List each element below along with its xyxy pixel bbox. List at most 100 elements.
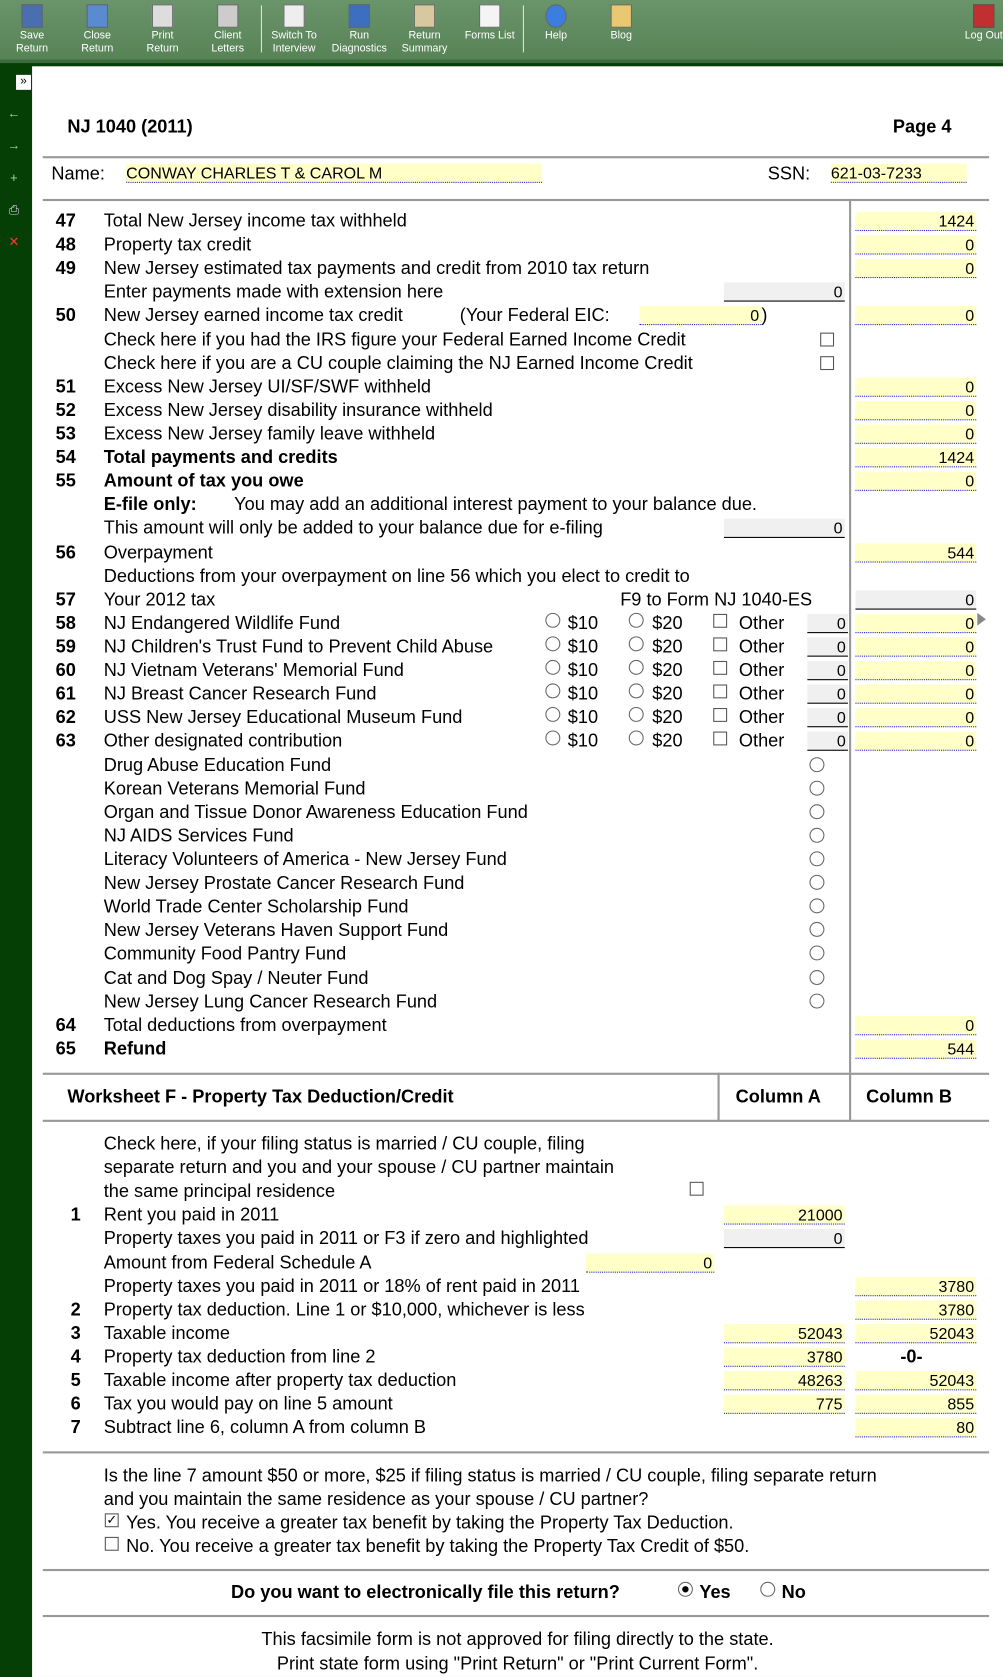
- same-residence-checkbox[interactable]: [689, 1181, 704, 1196]
- divider: [849, 1072, 852, 1121]
- ten-dollar-radio[interactable]: [545, 730, 561, 746]
- toolbar-button-run[interactable]: Run Diagnostics: [327, 4, 391, 55]
- other-checkbox[interactable]: [713, 637, 728, 652]
- other-checkbox[interactable]: [713, 708, 728, 723]
- other-amount-field[interactable]: 0: [807, 684, 848, 704]
- line-checkbox[interactable]: [820, 332, 835, 347]
- column-b-field[interactable]: 3780: [855, 1300, 977, 1320]
- line-amount-field[interactable]: 0: [855, 731, 977, 752]
- fund-radio[interactable]: [809, 851, 825, 867]
- fund-radio[interactable]: [809, 803, 825, 819]
- line-amount-field[interactable]: 0: [855, 613, 977, 633]
- line-amount-field[interactable]: 544: [855, 542, 977, 563]
- payment-amount-field[interactable]: 0: [723, 282, 845, 302]
- line-amount-field[interactable]: 0: [855, 235, 977, 255]
- line-amount-field[interactable]: 0: [855, 708, 977, 728]
- line-amount-field[interactable]: 0: [855, 1015, 977, 1035]
- twenty-dollar-radio[interactable]: [628, 612, 644, 628]
- other-checkbox[interactable]: [713, 613, 728, 628]
- yes-checkbox[interactable]: ✓: [104, 1512, 119, 1528]
- line-amount-field[interactable]: 0: [855, 684, 977, 704]
- line-amount-field[interactable]: 0: [855, 259, 977, 279]
- line-amount-field[interactable]: 0: [855, 661, 977, 681]
- twenty-dollar-radio[interactable]: [628, 659, 644, 675]
- toolbar-button-close[interactable]: Close Return: [65, 4, 129, 55]
- column-b-field[interactable]: 3780: [855, 1276, 977, 1296]
- other-amount-field[interactable]: 0: [807, 661, 848, 681]
- line-amount-field[interactable]: 0: [855, 400, 977, 421]
- other-amount-field[interactable]: 0: [807, 731, 848, 752]
- footer-text: This facsimile form is not approved for …: [261, 1628, 774, 1650]
- twenty-dollar-radio[interactable]: [628, 730, 644, 746]
- toolbar-button-switch-to[interactable]: Switch To Interview: [262, 4, 326, 55]
- line-number: 54: [55, 447, 76, 468]
- line-amount-field[interactable]: 544: [855, 1039, 977, 1059]
- expand-arrow-icon[interactable]: [977, 612, 986, 626]
- back-arrow-icon[interactable]: ←: [7, 105, 21, 121]
- fund-radio[interactable]: [809, 756, 825, 772]
- column-b-field[interactable]: 52043: [855, 1371, 977, 1391]
- twenty-dollar-radio[interactable]: [628, 683, 644, 699]
- fund-radio[interactable]: [809, 898, 825, 914]
- ten-dollar-radio[interactable]: [545, 707, 561, 723]
- toolbar-button-forms-list[interactable]: Forms List: [458, 4, 522, 43]
- line-amount-field[interactable]: 0: [855, 471, 977, 492]
- other-amount-field[interactable]: 0: [807, 637, 848, 657]
- forward-arrow-icon[interactable]: →: [7, 137, 21, 153]
- column-a-field[interactable]: 0: [723, 1229, 845, 1249]
- line-amount-field[interactable]: 0: [855, 377, 977, 397]
- column-a-field[interactable]: 3780: [723, 1347, 845, 1367]
- fund-radio[interactable]: [809, 945, 825, 961]
- toolbar-button-print[interactable]: Print Return: [130, 4, 194, 55]
- fund-radio[interactable]: [809, 874, 825, 890]
- line-amount-field[interactable]: 0: [855, 637, 977, 657]
- line-amount-field[interactable]: 0: [855, 306, 977, 326]
- ten-dollar-radio[interactable]: [545, 683, 561, 699]
- other-checkbox[interactable]: [713, 684, 728, 699]
- other-checkbox[interactable]: [713, 661, 728, 675]
- ten-dollar-radio[interactable]: [545, 636, 561, 652]
- fund-radio[interactable]: [809, 993, 825, 1009]
- ten-dollar-radio[interactable]: [545, 612, 561, 628]
- other-amount-field[interactable]: 0: [807, 708, 848, 728]
- expand-panel-button[interactable]: »: [16, 74, 32, 90]
- taxpayer-name-field[interactable]: CONWAY CHARLES T & CAROL M: [126, 163, 543, 183]
- toolbar-button-save[interactable]: Save Return: [0, 4, 64, 55]
- federal-eic-field[interactable]: 0: [639, 306, 762, 326]
- toolbar-button-return[interactable]: Return Summary: [392, 4, 456, 55]
- other-checkbox[interactable]: [713, 731, 728, 746]
- efile-yes-radio[interactable]: [677, 1581, 693, 1597]
- fund-radio[interactable]: [809, 780, 825, 796]
- column-b-field[interactable]: 855: [855, 1394, 977, 1414]
- ssn-field[interactable]: 621-03-7233: [830, 163, 967, 183]
- column-a-field[interactable]: 52043: [723, 1323, 845, 1344]
- column-a-field[interactable]: 775: [723, 1394, 845, 1414]
- efile-no-radio[interactable]: [760, 1581, 776, 1597]
- payment-amount-field[interactable]: 0: [723, 519, 845, 539]
- delete-icon[interactable]: ✕: [8, 234, 20, 250]
- schedule-a-field[interactable]: 0: [585, 1252, 715, 1273]
- toolbar-button-blog[interactable]: Blog: [589, 4, 653, 43]
- ten-dollar-radio[interactable]: [545, 659, 561, 675]
- column-b-field[interactable]: 80: [855, 1418, 977, 1438]
- column-a-field[interactable]: 21000: [723, 1205, 845, 1225]
- toolbar-button-client[interactable]: Client Letters: [196, 4, 260, 55]
- line-amount-field[interactable]: 0: [855, 424, 977, 444]
- logout-button[interactable]: Log Out: [957, 4, 1003, 43]
- fund-radio[interactable]: [809, 969, 825, 985]
- line-amount-field[interactable]: 1424: [855, 448, 977, 468]
- twenty-dollar-radio[interactable]: [628, 707, 644, 723]
- line-checkbox[interactable]: [820, 355, 835, 370]
- add-icon[interactable]: +: [10, 170, 18, 186]
- no-checkbox[interactable]: [104, 1536, 119, 1551]
- other-amount-field[interactable]: 0: [807, 613, 848, 633]
- fund-radio[interactable]: [809, 922, 825, 938]
- twenty-dollar-radio[interactable]: [628, 636, 644, 652]
- column-a-field[interactable]: 48263: [723, 1371, 845, 1391]
- line-amount-field[interactable]: 0: [855, 590, 977, 610]
- line-amount-field[interactable]: 1424: [855, 211, 977, 232]
- toolbar-button-help[interactable]: Help: [524, 4, 588, 43]
- print-icon[interactable]: ⎙: [8, 202, 20, 218]
- fund-radio[interactable]: [809, 827, 825, 843]
- column-b-field[interactable]: 52043: [855, 1323, 977, 1344]
